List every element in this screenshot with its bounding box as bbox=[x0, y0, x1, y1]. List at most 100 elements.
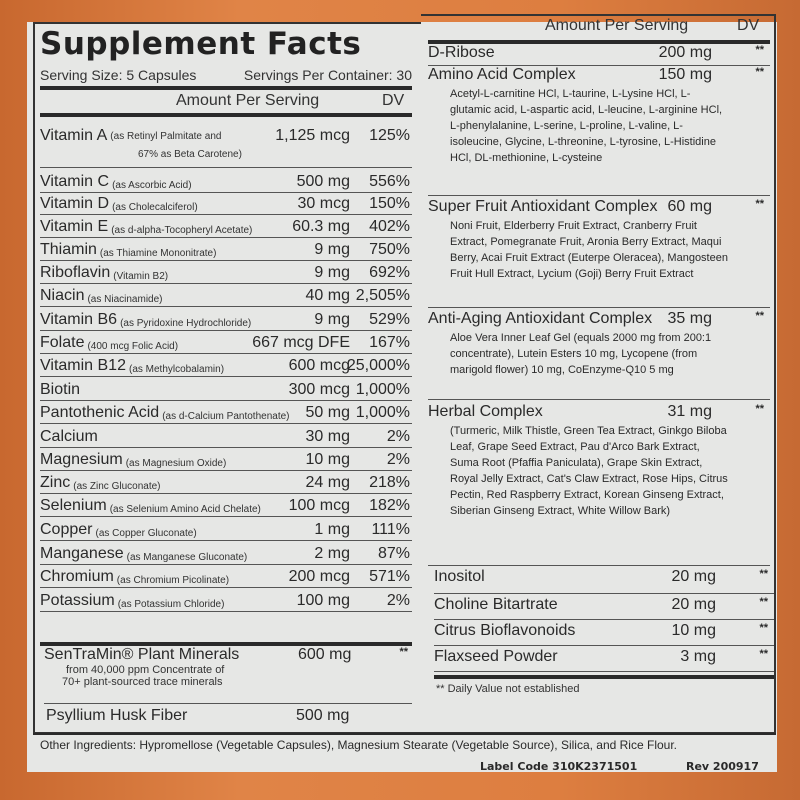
nutrient-dv: 167% bbox=[369, 334, 410, 351]
nutrient-dv: 529% bbox=[369, 311, 410, 328]
nutrient-name: Manganese bbox=[40, 545, 124, 562]
ingredient-dv: ** bbox=[759, 648, 768, 660]
nutrient-dv: 2% bbox=[386, 428, 410, 445]
nutrient-name: Magnesium bbox=[40, 451, 123, 468]
servings-per-container: Servings Per Container: 30 bbox=[243, 67, 412, 83]
nutrient-name: Psyllium Husk Fiber bbox=[46, 707, 188, 724]
nutrient-note: from 40,000 ppm Concentrate of bbox=[66, 664, 225, 676]
nutrient-name: Vitamin D bbox=[40, 195, 110, 212]
nutrient-source: 67% as Beta Carotene) bbox=[138, 149, 242, 160]
nutrient-row: Vitamin D (as Cholecalciferol) 30 mcg 150% bbox=[40, 193, 412, 215]
divider-thick bbox=[428, 40, 770, 44]
nutrient-amount: 30 mcg bbox=[297, 195, 350, 212]
nutrient-dv: 111% bbox=[371, 521, 410, 538]
nutrient-name: SenTraMin® Plant Minerals bbox=[44, 646, 240, 663]
label-paper bbox=[27, 22, 777, 772]
nutrient-row: Thiamin (as Thiamine Mononitrate) 9 mg 750% bbox=[40, 239, 412, 261]
ingredient-name: Amino Acid Complex bbox=[428, 66, 576, 83]
nutrient-name: Zinc bbox=[40, 474, 71, 491]
nutrient-source: (as Manganese Gluconate) bbox=[126, 552, 248, 563]
ingredient-row: Citrus Bioflavonoids 10 mg ** bbox=[434, 622, 774, 646]
nutrient-row: Biotin 300 mcg 1,000% bbox=[40, 379, 412, 401]
nutrient-source: (as d-alpha-Tocopheryl Acetate) bbox=[111, 225, 253, 236]
divider-thick bbox=[434, 675, 774, 679]
nutrient-amount: 9 mg bbox=[314, 241, 350, 258]
ingredient-description: Aloe Vera Inner Leaf Gel (equals 2000 mg… bbox=[450, 332, 712, 376]
ingredient-dv: ** bbox=[755, 198, 764, 210]
nutrient-amount: 600 mg bbox=[298, 646, 352, 663]
nutrient-dv: 2% bbox=[386, 592, 410, 609]
nutrient-source: (as Chromium Picolinate) bbox=[116, 575, 230, 586]
nutrient-note: 70+ plant-sourced trace minerals bbox=[62, 676, 223, 688]
ingredient-amount: 31 mg bbox=[667, 403, 712, 420]
ingredient-amount: 20 mg bbox=[671, 596, 716, 613]
nutrient-dv: 1,000% bbox=[355, 404, 410, 421]
nutrient-name: Vitamin B12 bbox=[40, 357, 126, 374]
nutrient-name: Vitamin C bbox=[40, 173, 110, 190]
ingredient-name: Super Fruit Antioxidant Complex bbox=[428, 198, 658, 215]
ingredient-dv: ** bbox=[755, 66, 764, 78]
nutrient-row: Riboflavin (Vitamin B2) 9 mg 692% bbox=[40, 262, 412, 284]
nutrient-name: Copper bbox=[40, 521, 93, 538]
divider-thick bbox=[40, 642, 412, 646]
nutrient-source: (Vitamin B2) bbox=[113, 271, 169, 282]
nutrient-name: Folate bbox=[40, 334, 85, 351]
ingredient-row: Amino Acid Complex 150 mg ** Acetyl-L-carni… bbox=[428, 66, 770, 196]
nutrient-row: Vitamin C (as Ascorbic Acid) 500 mg 556% bbox=[40, 171, 412, 193]
nutrient-row: Selenium (as Selenium Amino Acid Chelate)… bbox=[40, 495, 412, 517]
nutrient-amount: 9 mg bbox=[314, 311, 350, 328]
nutrient-source: (as Ascorbic Acid) bbox=[112, 180, 192, 191]
nutrient-row: Potassium (as Potassium Chloride) 100 mg 2% bbox=[40, 590, 412, 612]
nutrient-row: Folate (400 mcg Folic Acid) 667 mcg DFE 167… bbox=[40, 332, 412, 354]
ingredient-description: (Turmeric, Milk Thistle, Green Tea Extra… bbox=[450, 425, 728, 517]
nutrient-dv: 25,000% bbox=[346, 357, 410, 374]
sentramin-row: SenTraMin® Plant Minerals 600 mg ** from… bbox=[44, 646, 412, 704]
nutrient-source: (as Pyridoxine Hydrochloride) bbox=[120, 318, 252, 329]
ingredient-row: Super Fruit Antioxidant Complex 60 mg ** No… bbox=[428, 198, 770, 308]
nutrient-dv: 2% bbox=[386, 451, 410, 468]
ingredient-dv: ** bbox=[755, 310, 764, 322]
ingredient-row: Flaxseed Powder 3 mg ** bbox=[434, 648, 774, 672]
nutrient-amount: 100 mcg bbox=[288, 497, 350, 514]
nutrient-row: Magnesium (as Magnesium Oxide) 10 mg 2% bbox=[40, 449, 412, 471]
nutrient-dv: 150% bbox=[369, 195, 410, 212]
nutrient-amount: 600 mcg bbox=[288, 357, 350, 374]
nutrient-source: (as Selenium Amino Acid Chelate) bbox=[109, 504, 261, 515]
nutrient-source: (400 mcg Folic Acid) bbox=[87, 341, 179, 352]
nutrient-name: Pantothenic Acid bbox=[40, 404, 160, 421]
nutrient-name: Vitamin A bbox=[40, 127, 108, 144]
nutrient-dv: ** bbox=[399, 646, 408, 658]
footnote: ** Daily Value not established bbox=[436, 683, 580, 695]
nutrient-amount: 50 mg bbox=[305, 404, 350, 421]
nutrient-source: (as Thiamine Mononitrate) bbox=[99, 248, 217, 259]
nutrient-dv: 402% bbox=[369, 218, 410, 235]
ingredient-row: Inositol 20 mg ** bbox=[434, 568, 774, 594]
nutrient-amount: 40 mg bbox=[305, 287, 350, 304]
nutrient-row: Zinc (as Zinc Gluconate) 24 mg 218% bbox=[40, 472, 412, 494]
nutrient-amount: 500 mg bbox=[296, 173, 350, 190]
ingredient-name: Inositol bbox=[434, 568, 485, 585]
divider-thick bbox=[40, 113, 412, 117]
ingredient-amount: 150 mg bbox=[658, 66, 712, 83]
nutrient-row: Vitamin A (as Retinyl Palmitate and 1,125 … bbox=[40, 123, 412, 168]
ingredient-amount: 20 mg bbox=[671, 568, 716, 585]
nutrient-source: (as Copper Gluconate) bbox=[95, 528, 197, 539]
amount-header: Amount Per Serving bbox=[545, 17, 689, 34]
nutrient-amount: 60.3 mg bbox=[292, 218, 350, 235]
nutrient-row: Vitamin B12 (as Methylcobalamin) 600 mcg 25… bbox=[40, 355, 412, 377]
ingredient-row: Herbal Complex 31 mg ** (Turmeric, Milk Thi… bbox=[428, 403, 770, 566]
nutrient-dv: 87% bbox=[377, 545, 410, 562]
nutrient-dv: 556% bbox=[369, 173, 410, 190]
ingredient-row: D-Ribose 200 mg ** bbox=[428, 44, 770, 66]
ingredient-amount: 200 mg bbox=[658, 44, 712, 61]
nutrient-amount: 9 mg bbox=[314, 264, 350, 281]
nutrient-amount: 1,125 mcg bbox=[275, 127, 350, 144]
nutrient-name: Riboflavin bbox=[40, 264, 111, 281]
nutrient-row: Copper (as Copper Gluconate) 1 mg 111% bbox=[40, 519, 412, 541]
nutrient-source: (as Potassium Chloride) bbox=[117, 599, 225, 610]
nutrient-name: Niacin bbox=[40, 287, 85, 304]
nutrient-row: Chromium (as Chromium Picolinate) 200 mcg 5… bbox=[40, 566, 412, 588]
nutrient-dv: 125% bbox=[369, 127, 410, 144]
ingredient-name: Citrus Bioflavonoids bbox=[434, 622, 576, 639]
nutrient-dv: 750% bbox=[369, 241, 410, 258]
